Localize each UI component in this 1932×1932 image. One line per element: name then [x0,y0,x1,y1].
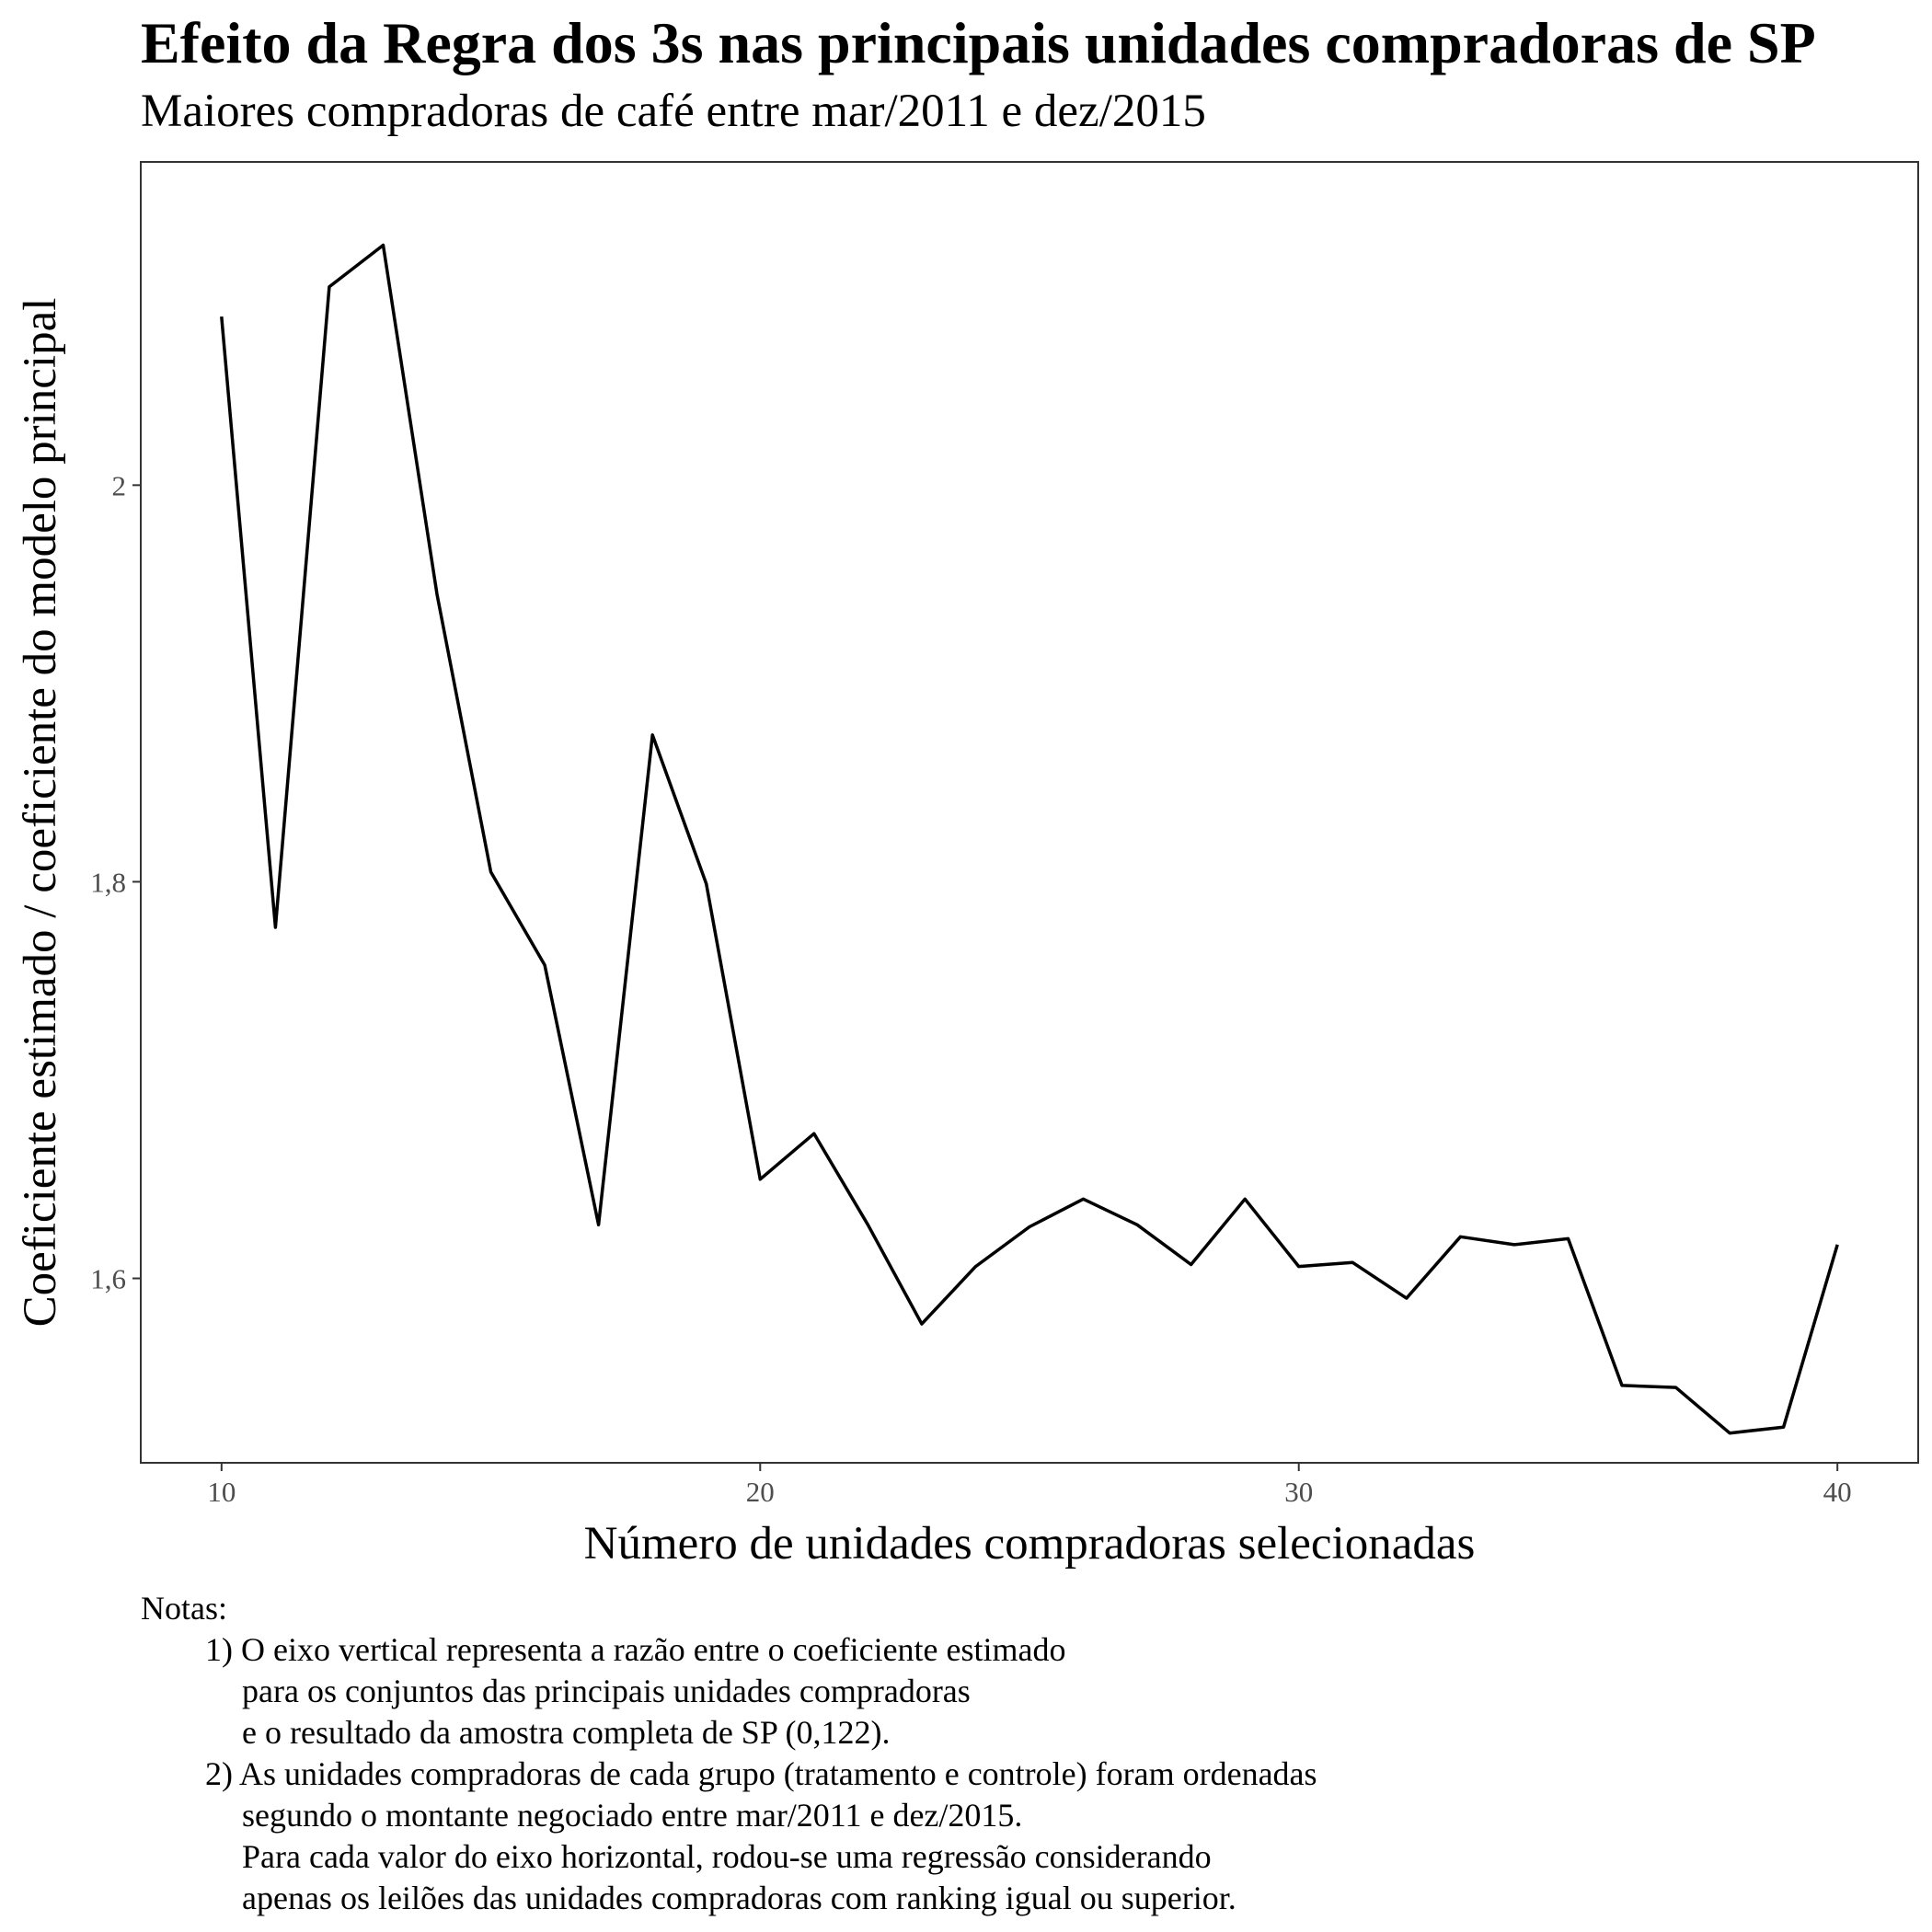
chart-title: Efeito da Regra dos 3s nas principais un… [141,10,1816,75]
x-tick-label: 20 [746,1476,775,1508]
chart-subtitle: Maiores compradoras de café entre mar/20… [141,86,1206,137]
note-line: apenas os leilões das unidades comprador… [242,1880,1236,1916]
line-chart: 1,6 1,8 2 10 20 30 40 Número de unidades comp… [15,161,1919,1570]
y-tick-label: 1,8 [90,866,126,898]
y-tick-label: 1,6 [90,1263,126,1295]
note-line: 2) As unidades compradoras de cada grupo… [205,1755,1317,1792]
y-axis: 1,6 1,8 2 [90,469,141,1295]
y-tick-label: 2 [112,469,127,501]
x-tick-label: 10 [207,1476,236,1508]
x-tick-label: 40 [1823,1476,1852,1508]
note-line: e o resultado da amostra completa de SP … [242,1714,891,1751]
y-axis-label: Coeficiente estimado / coeficiente do mo… [15,298,66,1328]
plot-panel [140,161,1919,1464]
x-tick-label: 30 [1284,1476,1313,1508]
notes: Notas: 1) O eixo vertical representa a r… [141,1588,1317,1919]
note-line: 1) O eixo vertical representa a razão en… [205,1631,1066,1668]
notes-heading: Notas: [141,1590,227,1627]
x-axis-label: Número de unidades compradoras seleciona… [584,1518,1476,1570]
series-line [220,243,1839,1435]
note-line: para os conjuntos das principais unidade… [242,1673,971,1709]
note-line: Para cada valor do eixo horizontal, rodo… [242,1838,1212,1875]
x-axis: 10 20 30 40 [207,1463,1852,1508]
note-line: segundo o montante negociado entre mar/2… [242,1797,1023,1834]
